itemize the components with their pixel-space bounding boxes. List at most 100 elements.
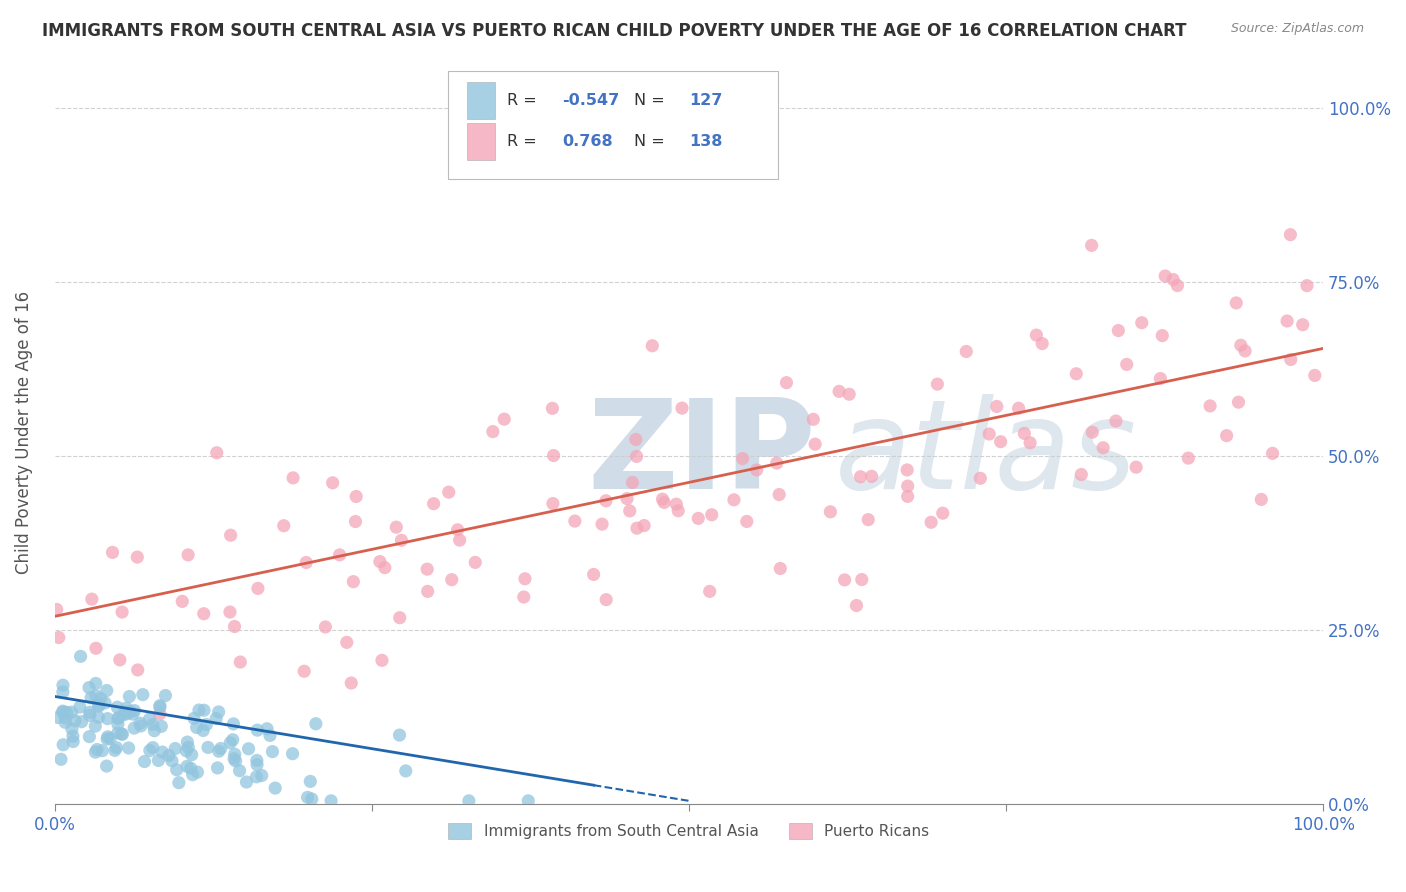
Point: [149, 706, 172, 721]
Point: [1296, 278, 1319, 293]
Point: [245, 770, 267, 784]
Point: [208, 705, 231, 719]
Point: [745, 463, 768, 477]
Point: [84, 719, 107, 733]
Point: [84, 689, 107, 703]
Point: [775, 376, 797, 390]
Point: [1070, 467, 1092, 482]
Point: [222, 732, 245, 747]
Point: [804, 437, 827, 451]
Point: [395, 764, 418, 778]
Point: [851, 573, 873, 587]
Point: [986, 400, 1008, 414]
Point: [107, 711, 129, 725]
Point: [582, 567, 605, 582]
Point: [416, 584, 439, 599]
Point: [111, 605, 134, 619]
Point: [134, 755, 156, 769]
Point: [319, 794, 342, 808]
Point: [1250, 492, 1272, 507]
Point: [207, 761, 229, 775]
Point: [129, 719, 152, 733]
Point: [53, 715, 76, 730]
Text: -0.547: -0.547: [562, 93, 619, 108]
Point: [633, 518, 655, 533]
Point: [624, 433, 647, 447]
Point: [246, 753, 269, 767]
Point: [208, 744, 231, 758]
Text: atlas: atlas: [835, 393, 1137, 515]
Point: [229, 655, 252, 669]
Point: [84, 641, 107, 656]
Point: [79, 708, 101, 723]
Point: [174, 744, 197, 758]
Point: [114, 705, 136, 719]
Point: [191, 723, 214, 738]
Point: [1125, 460, 1147, 475]
Point: [297, 790, 319, 805]
Point: [70, 714, 93, 729]
Point: [228, 764, 250, 778]
Point: [801, 412, 824, 426]
Point: [107, 712, 129, 726]
FancyBboxPatch shape: [447, 70, 778, 178]
Point: [374, 560, 396, 574]
Point: [897, 479, 920, 493]
Point: [98, 731, 121, 746]
Point: [860, 469, 883, 483]
Point: [138, 712, 160, 726]
Point: [541, 497, 564, 511]
Text: R =: R =: [508, 93, 543, 108]
Point: [104, 743, 127, 757]
Point: [118, 690, 141, 704]
Point: [449, 533, 471, 548]
Point: [416, 562, 439, 576]
Point: [127, 550, 149, 565]
Point: [301, 792, 323, 806]
Text: N =: N =: [634, 93, 671, 108]
Point: [219, 528, 242, 542]
Point: [105, 740, 128, 755]
Text: IMMIGRANTS FROM SOUTH CENTRAL ASIA VS PUERTO RICAN CHILD POVERTY UNDER THE AGE O: IMMIGRANTS FROM SOUTH CENTRAL ASIA VS PU…: [42, 22, 1187, 40]
Point: [176, 735, 198, 749]
Point: [834, 573, 856, 587]
Point: [149, 698, 172, 713]
FancyBboxPatch shape: [467, 82, 495, 120]
Point: [193, 607, 215, 621]
Point: [765, 456, 787, 470]
Point: [111, 708, 134, 723]
Point: [897, 489, 920, 503]
Point: [120, 705, 142, 719]
Point: [94, 696, 117, 710]
Point: [205, 712, 228, 726]
Point: [437, 485, 460, 500]
Point: [723, 492, 745, 507]
Point: [97, 730, 120, 744]
Point: [63, 714, 86, 728]
Point: [389, 533, 412, 548]
Point: [1261, 446, 1284, 460]
Point: [457, 794, 479, 808]
Point: [641, 339, 664, 353]
Point: [388, 728, 411, 742]
Point: [87, 710, 110, 724]
Point: [150, 745, 173, 759]
Point: [209, 741, 232, 756]
Point: [1031, 336, 1053, 351]
Point: [77, 681, 100, 695]
Point: [932, 506, 955, 520]
Text: 127: 127: [689, 93, 723, 108]
Point: [295, 556, 318, 570]
Point: [666, 504, 689, 518]
Point: [46, 710, 69, 724]
Point: [1092, 441, 1115, 455]
Point: [1227, 395, 1250, 409]
Point: [96, 732, 118, 747]
Point: [281, 471, 304, 485]
Point: [1292, 318, 1315, 332]
Point: [238, 741, 260, 756]
Point: [62, 734, 84, 748]
Point: [124, 704, 146, 718]
Point: [167, 775, 190, 789]
Text: N =: N =: [634, 134, 671, 149]
